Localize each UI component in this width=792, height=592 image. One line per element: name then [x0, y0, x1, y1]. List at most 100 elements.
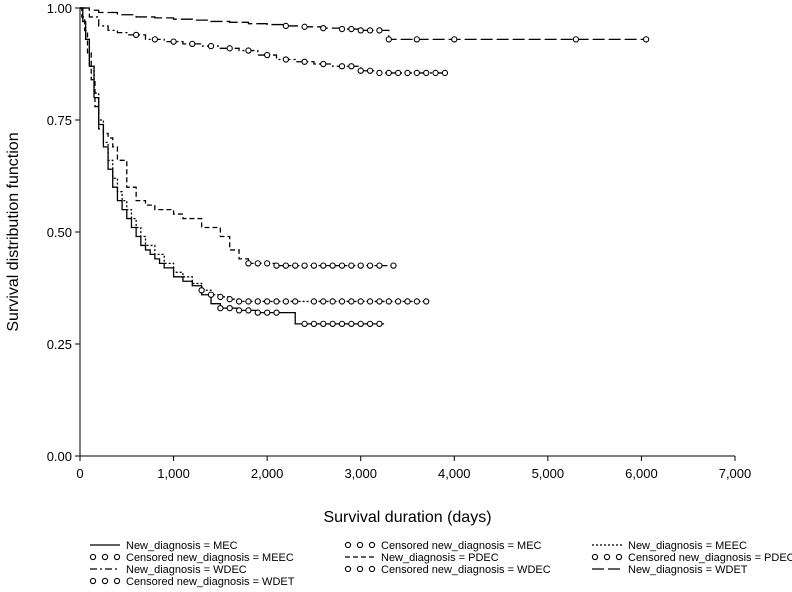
censor-marker: [413, 298, 421, 305]
censor-marker: [189, 40, 196, 47]
legend-item: New_diagnosis = WDEC: [90, 564, 247, 576]
legend-marker-swatch: [89, 553, 97, 561]
censor-marker: [282, 298, 290, 305]
censor-marker: [338, 25, 346, 33]
censor-marker: [348, 320, 355, 327]
series-layer: [80, 7, 650, 327]
censor-marker: [376, 69, 383, 77]
censor-marker: [413, 36, 421, 43]
legend-item: New_diagnosis = WDET: [592, 564, 748, 576]
censor-marker: [413, 69, 421, 77]
censor-marker: [366, 262, 374, 269]
censor-marker: [292, 298, 299, 305]
censor-marker: [338, 320, 346, 327]
series-line-meec: [80, 7, 427, 303]
censor-marker: [301, 23, 308, 30]
y-axis-title: Survival distribution function: [5, 132, 22, 331]
censor-marker: [394, 298, 402, 305]
censor-marker: [273, 262, 280, 269]
censor-marker: [329, 320, 336, 327]
censor-marker: [301, 320, 308, 327]
legend: New_diagnosis = MEC Censored new_diagnosi…: [89, 540, 792, 588]
censor-marker: [235, 298, 243, 305]
censor-marker: [254, 309, 261, 316]
legend-marker-swatch: [344, 565, 352, 573]
censor-marker: [254, 260, 261, 267]
legend-item: Censored new_diagnosis = MEEC: [89, 552, 294, 564]
censor-marker: [366, 27, 374, 34]
series-wdet: [80, 7, 650, 43]
legend-marker-swatch: [344, 541, 352, 549]
censor-marker: [329, 262, 336, 269]
censor-marker: [348, 262, 355, 269]
censor-marker: [357, 27, 364, 34]
censor-marker: [357, 67, 364, 74]
legend-label: New_diagnosis = MEC: [126, 540, 238, 552]
legend-item: New_diagnosis = MEEC: [592, 540, 747, 552]
censor-marker: [348, 63, 355, 70]
censor-marker: [385, 36, 392, 43]
censor-marker: [217, 305, 224, 312]
axes: 0.00 0.25 0.50 0.75 1.00 0 1,000 2,000 3,000 4,00…: [47, 1, 752, 481]
censor-marker: [432, 69, 439, 77]
legend-item: New_diagnosis = PDEC: [345, 552, 499, 564]
y-tick-label: 1.00: [47, 1, 72, 16]
censor-marker: [423, 69, 430, 77]
series-mec: [80, 7, 385, 327]
censor-marker: [572, 36, 580, 43]
legend-label: Censored new_diagnosis = MEEC: [126, 552, 294, 564]
censor-marker: [292, 262, 299, 269]
censor-marker: [151, 36, 159, 43]
y-tick-label: 0.25: [47, 337, 72, 352]
censor-marker: [366, 320, 374, 327]
censor-marker: [366, 298, 374, 305]
series-line-wdet: [80, 7, 647, 41]
censor-marker: [376, 27, 383, 34]
x-tick-label: 3,000: [344, 466, 377, 481]
censor-marker: [235, 307, 243, 314]
series-line-mec: [80, 7, 385, 325]
legend-marker-swatch: [615, 553, 623, 561]
censor-marker: [376, 298, 383, 305]
legend-marker-swatch: [356, 565, 364, 573]
censor-marker: [357, 262, 364, 269]
legend-marker-swatch: [89, 577, 97, 585]
legend-item: Censored new_diagnosis = MEC: [344, 540, 542, 552]
censor-marker: [132, 31, 140, 39]
series-pdec: [80, 7, 397, 269]
censor-marker: [390, 262, 397, 269]
censor-marker: [338, 298, 346, 305]
series-line-pdec: [80, 7, 394, 267]
series-meec: [80, 7, 430, 305]
legend-marker-swatch: [368, 541, 376, 549]
legend-marker-swatch: [356, 541, 364, 549]
censor-marker: [301, 58, 308, 65]
legend-item: Censored new_diagnosis = WDET: [89, 576, 295, 588]
legend-item: New_diagnosis = MEC: [90, 540, 238, 552]
legend-label: New_diagnosis = PDEC: [381, 552, 499, 564]
censor-marker: [404, 298, 411, 305]
censor-marker: [226, 296, 233, 303]
censor-marker: [320, 25, 327, 32]
censor-marker: [273, 309, 280, 316]
censor-marker: [310, 320, 318, 327]
legend-marker-swatch: [368, 565, 376, 573]
censor-marker: [263, 298, 271, 305]
censor-marker: [357, 298, 364, 305]
y-tick-label: 0.00: [47, 449, 72, 464]
legend-marker-swatch: [101, 577, 109, 585]
censor-marker: [263, 260, 271, 267]
censor-marker: [207, 291, 215, 298]
censor-marker: [310, 298, 318, 305]
censor-marker: [338, 63, 346, 70]
censor-marker: [642, 36, 650, 43]
censor-marker: [226, 45, 233, 52]
censor-marker: [320, 60, 327, 68]
legend-marker-swatch: [603, 553, 611, 561]
x-tick-label: 7,000: [719, 466, 752, 481]
censor-marker: [385, 69, 392, 77]
censor-marker: [404, 69, 411, 77]
censor-marker: [310, 262, 318, 269]
censor-marker: [376, 320, 383, 327]
legend-label: Censored new_diagnosis = PDEC: [628, 552, 792, 564]
